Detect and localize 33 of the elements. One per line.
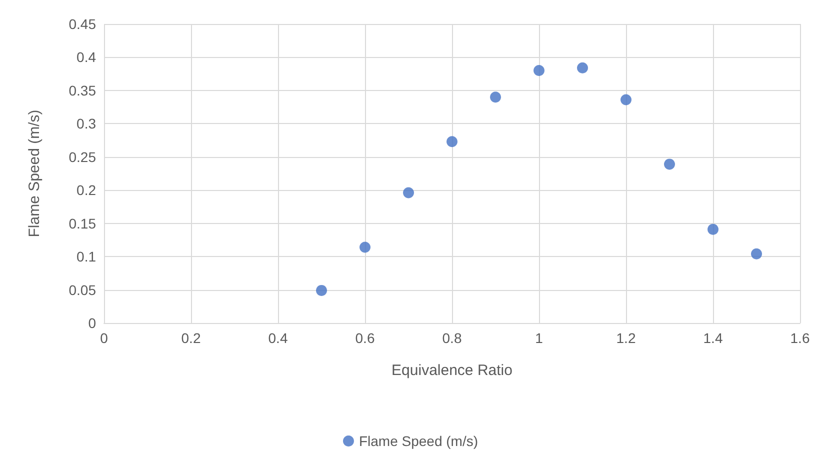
point (446, 136, 458, 148)
point (751, 248, 762, 260)
y-tick-label: 0.35 (68, 82, 96, 98)
x-tick-label: 0.4 (268, 330, 288, 346)
y-tick-label: 0.2 (76, 182, 96, 198)
x-tick-label: 1.2 (616, 330, 636, 346)
point (490, 92, 501, 103)
y-tick-label: 0.3 (76, 116, 96, 132)
x-tick-label: 0 (100, 330, 108, 346)
point (403, 187, 414, 198)
y-tick-label: 0.45 (68, 16, 96, 32)
y-tick-label: 0.4 (76, 49, 96, 66)
point (620, 94, 632, 106)
x-tick-label: 0.6 (355, 330, 375, 346)
x-tick-label: 0.2 (181, 330, 201, 346)
y-tick-label: 0.1 (76, 248, 96, 265)
point (534, 65, 544, 76)
x-tick-label: 1.4 (703, 330, 723, 346)
point (708, 224, 718, 235)
y-tick-label: 0.05 (68, 282, 96, 298)
x-tick-label: 1 (535, 330, 544, 346)
point (664, 158, 675, 170)
x-tick-label: 1.6 (790, 330, 810, 346)
x-axis-title: Equivalence Ratio (392, 362, 512, 379)
point (360, 242, 370, 253)
point (577, 62, 588, 74)
x-tick-label: 0.8 (442, 330, 462, 346)
point (316, 284, 327, 296)
y-tick-label: 0.25 (68, 148, 96, 165)
y-axis-title: Flame Speed (m/s) (26, 110, 43, 238)
y-tick-label: 0 (88, 315, 96, 331)
legend-label: Flame Speed (m/s) (358, 433, 478, 449)
y-tick-label: 0.15 (68, 215, 96, 232)
